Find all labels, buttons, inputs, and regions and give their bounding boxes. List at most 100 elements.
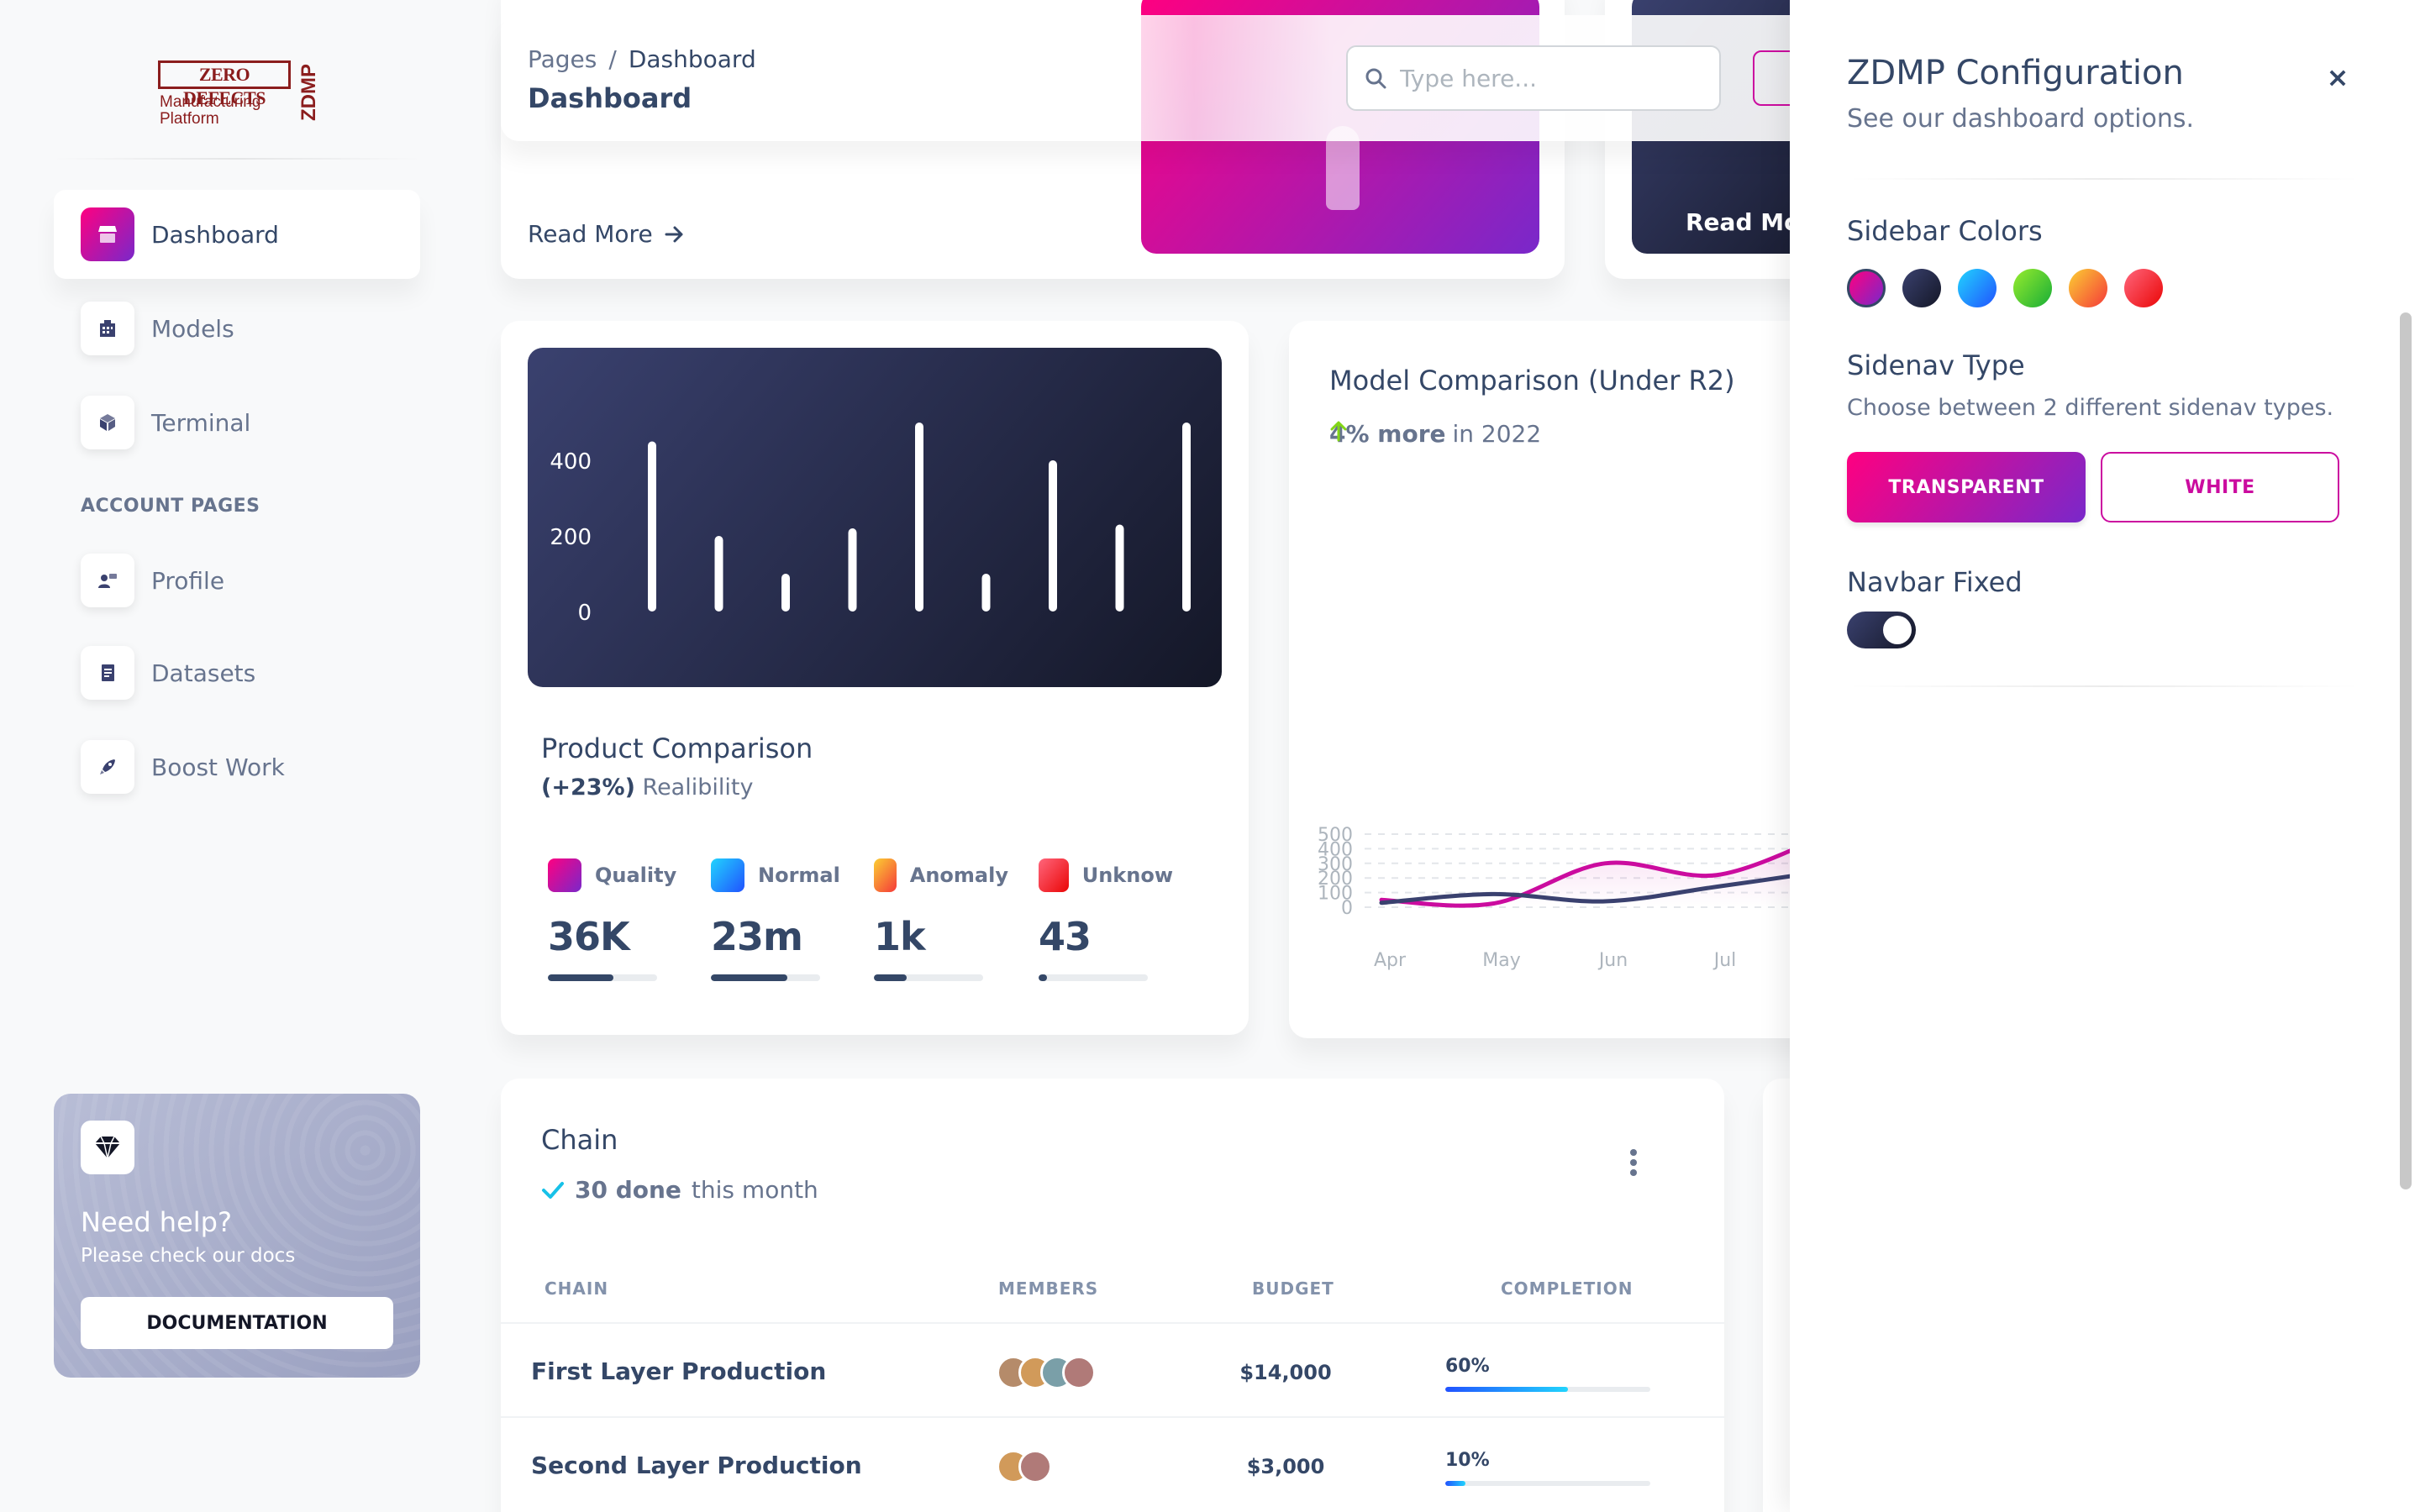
chain-name[interactable]: Second Layer Production [531,1452,862,1479]
document-icon [81,646,134,700]
color-swatch-5[interactable] [2069,269,2107,307]
subtitle-highlight: (+23%) [541,774,635,801]
sidebar-item-label: Dashboard [151,220,279,249]
help-subtitle: Please check our docs [81,1245,296,1267]
sidebar-item-models[interactable]: Models [54,284,420,373]
check-icon [542,1181,564,1199]
chain-title: Chain [541,1124,618,1156]
chain-budget: $14,000 [1239,1361,1332,1384]
growth-value: 4% more [1329,420,1446,448]
configurator-panel: ZDMP Configuration See our dashboard opt… [1790,0,2420,1512]
brand-logo[interactable]: ZERO DEFECTS Manufacturing Platform ZDMP [158,60,320,128]
member-avatars [997,1450,1052,1483]
configurator-divider [1847,178,2361,180]
documentation-button[interactable]: DOCUMENTATION [81,1297,393,1349]
chain-done: 30 done [575,1176,681,1204]
bar-chart: 0 200 400 [528,348,1222,687]
completion-bar [1445,1481,1650,1486]
line-x-tick-label: Jun [1597,950,1628,971]
product-comparison-title: Product Comparison [541,732,813,764]
bar [848,528,857,612]
white-button[interactable]: WHITE [2101,452,2339,522]
bar-y-tick-label: 0 [577,601,592,626]
spaceship-icon [81,740,134,794]
sidebar-item-datasets[interactable]: Datasets [54,628,420,717]
stat-progress [874,974,983,981]
sidebar-item-label: Models [151,314,234,343]
chain-name[interactable]: First Layer Production [531,1357,827,1385]
more-options-icon[interactable] [1625,1149,1642,1183]
stat-progress [711,974,820,981]
page-title: Dashboard [528,82,692,114]
close-icon[interactable]: × [2326,61,2349,93]
sidebar-item-dashboard[interactable]: Dashboard [54,190,420,279]
bar [915,423,923,612]
stat-normal: Normal 23m [711,858,845,981]
sidenav-type-label: Sidenav Type [1847,349,2025,381]
color-swatch-6[interactable] [2124,269,2163,307]
sidebar-item-label: Profile [151,566,225,595]
stat-unknow: Unknow 43 [1039,858,1173,981]
bar [1049,460,1057,612]
stat-progress-fill [711,974,787,981]
stat-anomaly: Anomaly 1k [874,858,1008,981]
avatar[interactable] [1018,1450,1052,1483]
stat-progress-fill [874,974,907,981]
stat-value: 43 [1039,914,1092,959]
completion-value: 10% [1445,1450,1490,1471]
sidebar-item-terminal[interactable]: Terminal [54,378,420,467]
bar [781,574,790,612]
help-card: Need help? Please check our docs DOCUMEN… [54,1094,420,1378]
row-divider [501,1416,1724,1418]
logo-sub-text: Manufacturing Platform [160,93,261,128]
sidebar-item-label: Boost Work [151,753,285,781]
sidebar-item-boost-work[interactable]: Boost Work [54,722,420,811]
color-swatch-4[interactable] [2013,269,2052,307]
color-swatch-1[interactable] [1847,269,1886,307]
column-header-chain: CHAIN [544,1278,609,1299]
stat-value: 36K [548,914,630,959]
customer-support-icon [81,554,134,607]
navbar-fixed-toggle[interactable] [1847,612,1916,648]
sidebar-colors-label: Sidebar Colors [1847,215,2043,247]
sidebar-divider [52,158,422,160]
account-pages-heading: ACCOUNT PAGES [81,496,260,517]
line-y-tick-label: 500 [1318,825,1353,846]
breadcrumb: Pages / Dashboard [528,45,756,73]
shop-icon [81,207,134,261]
series-line [1379,832,1831,908]
column-header-budget: BUDGET [1252,1278,1334,1299]
office-icon [81,302,134,355]
help-title: Need help? [81,1206,232,1238]
sidebar-color-swatches [1847,269,2163,307]
unknow-swatch-icon [1039,858,1069,892]
avatar[interactable] [1062,1356,1096,1389]
completion: 60% [1445,1356,1650,1392]
bar-y-tick-label: 400 [550,449,592,475]
bar [714,536,723,612]
completion-fill [1445,1387,1569,1392]
sidebar-item-profile[interactable]: Profile [54,536,420,625]
search-input[interactable] [1400,64,1702,92]
line-y-tick-label: 0 [1341,898,1353,919]
bar-y-tick-label: 200 [550,525,592,550]
line-x-tick-label: May [1482,950,1520,971]
search-box[interactable] [1346,45,1721,111]
product-comparison-card: 0 200 400 Product Comparison (+23%) Realib… [501,321,1249,1035]
transparent-button[interactable]: TRANSPARENT [1847,452,2086,522]
normal-swatch-icon [711,858,744,892]
color-swatch-3[interactable] [1958,269,1996,307]
sidebar-item-label: Datasets [151,659,256,687]
color-swatch-2[interactable] [1902,269,1941,307]
breadcrumb-root[interactable]: Pages [528,45,597,73]
sidenav-type-description: Choose between 2 different sidenav types… [1847,395,2334,421]
member-avatars [997,1356,1096,1389]
box-icon [81,396,134,449]
completion-fill [1445,1481,1466,1486]
read-more-link[interactable]: Read More [528,220,685,248]
scrollbar-thumb[interactable] [2400,312,2412,1189]
stat-progress [1039,974,1148,981]
line-y-tick-label: 400 [1318,839,1353,860]
chain-card: Chain 30 done this month CHAIN MEMBERS B… [501,1079,1724,1512]
configurator-subtitle: See our dashboard options. [1847,104,2194,134]
